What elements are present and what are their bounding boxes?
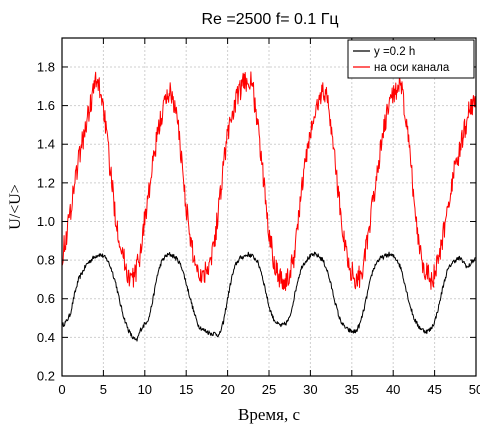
legend: y =0.2 h на оси канала — [347, 39, 475, 79]
x-tick-label: 20 — [220, 382, 234, 397]
y-tick-label: 1.4 — [37, 137, 55, 152]
y-tick-label: 0.4 — [37, 330, 55, 345]
series-line-channel-axis — [61, 71, 477, 291]
legend-box — [347, 39, 475, 79]
x-tick-label: 25 — [262, 382, 276, 397]
chart-title: Re =2500 f= 0.1 Гц — [201, 11, 338, 28]
y-tick-label: 1.2 — [37, 175, 55, 190]
x-tick-label: 10 — [138, 382, 152, 397]
y-tick-label: 0.2 — [37, 369, 55, 384]
x-tick-label: 35 — [345, 382, 359, 397]
y-axis-label: U/<U> — [7, 184, 24, 230]
x-tick-label: 30 — [303, 382, 317, 397]
x-tick-label: 45 — [427, 382, 441, 397]
x-tick-label: 40 — [386, 382, 400, 397]
x-tick-label: 50 — [469, 382, 480, 397]
series-line-y-0.2h — [61, 251, 477, 342]
y-tick-label: 1.6 — [37, 98, 55, 113]
x-tick-label: 0 — [58, 382, 65, 397]
legend-label: на оси канала — [374, 62, 450, 74]
y-tick-label: 0.8 — [37, 253, 55, 268]
y-tick-label: 1.0 — [37, 214, 55, 229]
y-tick-label: 1.8 — [37, 59, 55, 74]
x-axis-label: Время, с — [238, 405, 300, 424]
y-axis: 0.2 0.4 0.6 0.8 1.0 1.2 1.4 1.6 1.8 — [37, 59, 476, 384]
x-axis: 0 5 10 15 20 25 30 35 40 45 50 — [58, 38, 480, 397]
x-tick-label: 5 — [100, 382, 107, 397]
legend-label: y =0.2 h — [374, 46, 415, 58]
x-tick-label: 15 — [179, 382, 193, 397]
y-tick-label: 0.6 — [37, 291, 55, 306]
